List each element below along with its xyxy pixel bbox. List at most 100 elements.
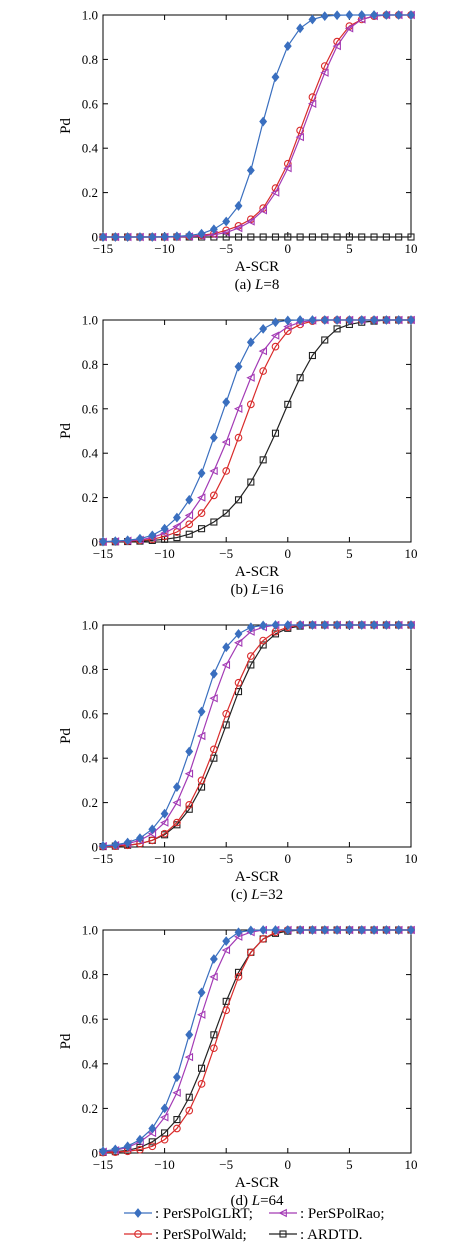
data-point-ardtd — [321, 233, 329, 241]
legend-marker-glrt — [134, 1208, 142, 1218]
y-tick-label: 0.6 — [82, 401, 99, 416]
data-point-glrt — [111, 232, 120, 242]
data-point-ardtd — [370, 233, 378, 241]
data-point-glrt — [234, 927, 243, 938]
data-point-glrt — [123, 1141, 132, 1152]
data-point-wald — [210, 1044, 218, 1053]
y-tick-label: 0.8 — [82, 52, 98, 67]
data-point-ardtd — [185, 1093, 193, 1101]
y-axis-label: Pd — [58, 1033, 74, 1049]
data-point-glrt — [99, 840, 107, 851]
data-point-rao — [221, 228, 231, 237]
data-point-wald — [234, 972, 243, 981]
data-point-glrt — [407, 315, 415, 325]
data-point-glrt — [222, 936, 231, 947]
y-axis-label: Pd — [58, 728, 74, 744]
data-point-rao — [221, 945, 231, 955]
data-point-ardtd — [222, 721, 230, 729]
y-tick-label: 0.8 — [82, 967, 98, 982]
data-point-glrt — [333, 10, 342, 21]
data-point-glrt — [320, 925, 329, 935]
data-point-glrt — [197, 987, 206, 998]
data-point-rao — [209, 694, 218, 703]
series-line-rao — [103, 14, 411, 238]
data-point-glrt — [185, 746, 194, 757]
data-point-glrt — [357, 315, 366, 325]
data-point-wald — [185, 520, 194, 529]
data-point-glrt — [222, 216, 231, 227]
x-tick-label: 0 — [285, 851, 292, 866]
data-point-rao — [258, 206, 268, 215]
data-point-ardtd — [247, 661, 255, 669]
legend-label-glrt: : PerSPolGLRT; — [155, 1206, 253, 1222]
data-point-glrt — [123, 535, 132, 546]
data-point-rao — [221, 437, 231, 447]
y-tick-label: 0.4 — [82, 1056, 99, 1071]
data-point-glrt — [197, 706, 206, 717]
data-point-ardtd — [345, 233, 353, 241]
data-point-ardtd — [321, 336, 329, 344]
data-point-glrt — [271, 620, 280, 630]
data-point-glrt — [123, 837, 132, 848]
data-point-wald — [185, 1106, 194, 1115]
data-point-glrt — [370, 315, 378, 325]
data-point-rao — [332, 41, 341, 51]
data-point-ardtd — [271, 429, 280, 437]
data-point-glrt — [259, 323, 268, 334]
data-point-glrt — [357, 925, 366, 935]
data-point-wald — [197, 1080, 206, 1088]
data-point-rao — [209, 466, 218, 476]
data-point-ardtd — [284, 233, 292, 241]
y-tick-label: 0 — [92, 230, 99, 245]
data-point-glrt — [259, 925, 268, 935]
y-tick-label: 0.6 — [82, 706, 99, 721]
data-point-ardtd — [308, 351, 316, 360]
data-point-glrt — [296, 23, 305, 34]
data-point-glrt — [382, 925, 391, 935]
data-point-ardtd — [395, 233, 403, 241]
data-point-ardtd — [148, 1138, 156, 1146]
data-point-ardtd — [296, 233, 304, 241]
chart-panel-3: −15 −10 −5 0 5 10 0 0.2 0.4 0.6 0.8 1.0 A-SCR Pd (d) L… — [58, 923, 418, 1210]
data-point-glrt — [136, 232, 144, 242]
data-point-wald — [246, 948, 255, 957]
data-point-ardtd — [333, 325, 341, 333]
data-point-rao — [320, 68, 329, 77]
x-tick-label: −10 — [154, 851, 174, 866]
data-point-glrt — [357, 10, 366, 20]
data-point-glrt — [136, 533, 144, 544]
data-point-rao — [295, 132, 304, 142]
y-tick-label: 1.0 — [82, 923, 98, 938]
x-tick-label: −5 — [219, 546, 233, 561]
data-point-wald — [210, 745, 218, 754]
data-point-rao — [172, 522, 181, 531]
data-point-wald — [234, 433, 243, 442]
legend-marker-ardtd — [279, 1230, 287, 1238]
x-axis-label: A-SCR — [235, 564, 279, 580]
chart-panel-0: −15 −10 −5 0 5 10 0 0.2 0.4 0.6 0.8 1.0 A-SCR Pd (a) L… — [58, 8, 418, 294]
data-point-glrt — [271, 317, 280, 328]
data-point-glrt — [407, 925, 415, 935]
data-point-glrt — [234, 201, 243, 211]
data-point-rao — [172, 1088, 181, 1097]
data-point-ardtd — [259, 233, 267, 241]
data-point-wald — [173, 818, 181, 827]
data-point-wald — [308, 93, 317, 101]
data-point-glrt — [172, 1072, 181, 1083]
x-tick-label: −5 — [219, 241, 233, 256]
data-point-glrt — [382, 315, 391, 325]
data-point-glrt — [111, 536, 120, 547]
data-point-glrt — [345, 10, 354, 20]
x-axis-label: A-SCR — [235, 259, 279, 275]
data-point-glrt — [407, 620, 415, 630]
y-tick-label: 0.4 — [82, 446, 99, 461]
data-point-glrt — [394, 925, 403, 935]
data-point-ardtd — [247, 233, 255, 241]
data-point-glrt — [185, 1029, 194, 1040]
x-tick-label: 5 — [346, 241, 353, 256]
data-point-glrt — [382, 10, 391, 20]
x-tick-label: 5 — [346, 851, 353, 866]
data-point-wald — [185, 800, 194, 809]
